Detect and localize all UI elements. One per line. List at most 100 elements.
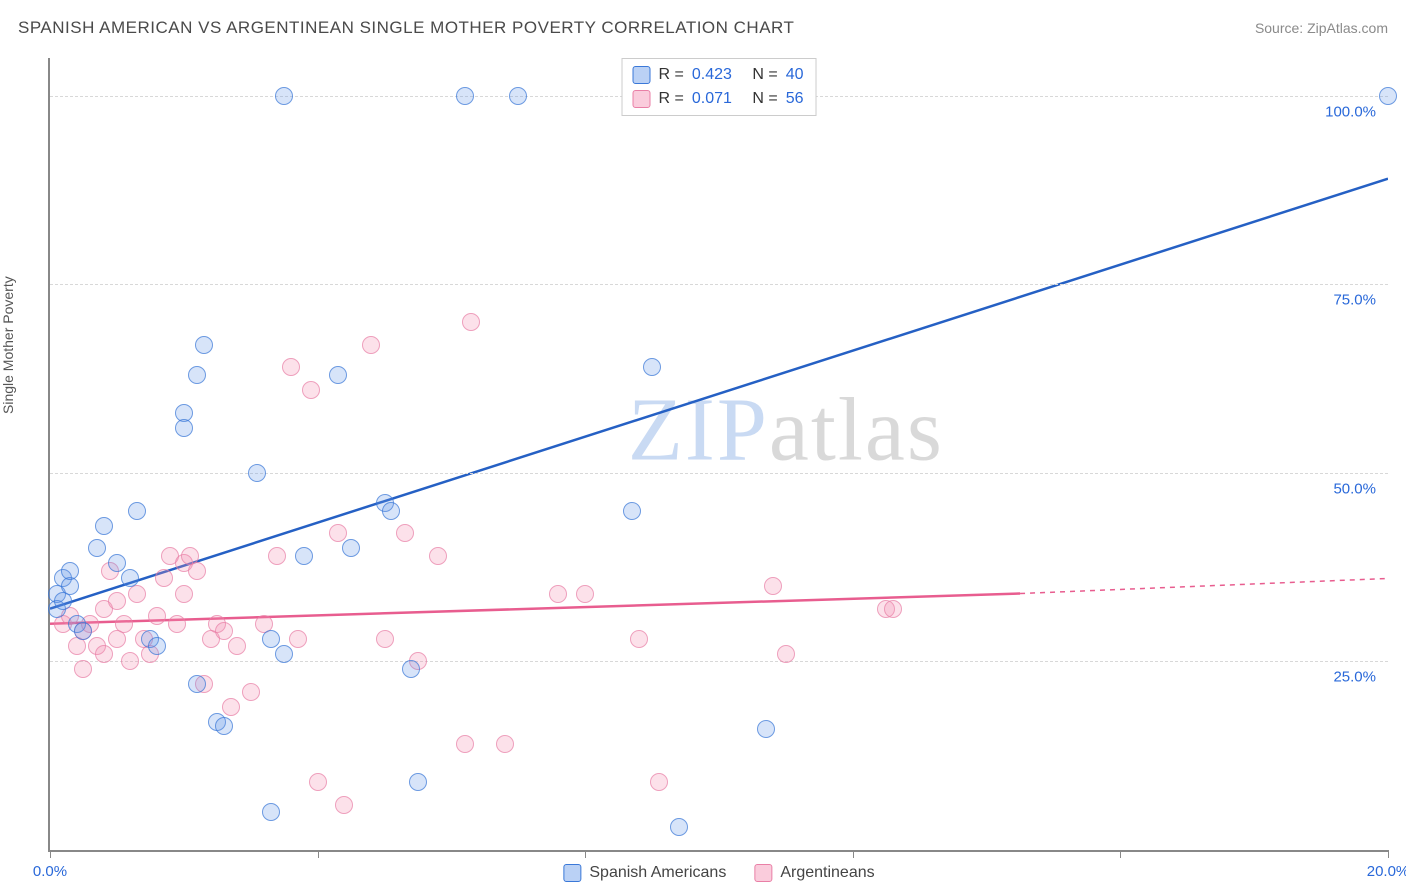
data-point-pink (549, 585, 567, 603)
data-point-pink (121, 652, 139, 670)
data-point-pink (429, 547, 447, 565)
data-point-pink (215, 622, 233, 640)
swatch-pink (754, 864, 772, 882)
watermark-atlas: atlas (769, 381, 944, 480)
data-point-blue (275, 645, 293, 663)
data-point-pink (362, 336, 380, 354)
header: SPANISH AMERICAN VS ARGENTINEAN SINGLE M… (18, 18, 1388, 38)
data-point-pink (155, 569, 173, 587)
data-point-blue (342, 539, 360, 557)
data-point-blue (215, 717, 233, 735)
data-point-pink (884, 600, 902, 618)
x-tick-label: 20.0% (1367, 863, 1406, 880)
chart-title: SPANISH AMERICAN VS ARGENTINEAN SINGLE M… (18, 18, 794, 38)
swatch-blue (563, 864, 581, 882)
r-label: R = (659, 87, 684, 111)
data-point-pink (289, 630, 307, 648)
x-tick (1388, 850, 1389, 858)
data-point-blue (275, 87, 293, 105)
data-point-blue (456, 87, 474, 105)
gridline (50, 661, 1388, 662)
swatch-blue (633, 66, 651, 84)
scatter-chart: ZIPatlas R = 0.423 N = 40 R = 0.071 N = … (48, 58, 1388, 852)
legend-row-pink: R = 0.071 N = 56 (633, 87, 804, 111)
data-point-pink (228, 637, 246, 655)
data-point-pink (335, 796, 353, 814)
legend-item-pink: Argentineans (754, 864, 874, 882)
data-point-blue (262, 630, 280, 648)
gridline (50, 284, 1388, 285)
data-point-pink (268, 547, 286, 565)
data-point-blue (95, 517, 113, 535)
data-point-blue (623, 502, 641, 520)
series-name-pink: Argentineans (780, 864, 874, 882)
r-label: R = (659, 63, 684, 87)
x-tick (318, 850, 319, 858)
data-point-pink (650, 773, 668, 791)
n-value-pink: 56 (786, 87, 804, 111)
series-legend: Spanish Americans Argentineans (563, 864, 874, 882)
x-tick-label: 0.0% (33, 863, 67, 880)
watermark-zip: ZIP (628, 381, 769, 480)
data-point-blue (61, 562, 79, 580)
watermark: ZIPatlas (628, 379, 944, 482)
data-point-pink (456, 735, 474, 753)
data-point-pink (302, 381, 320, 399)
data-point-blue (248, 464, 266, 482)
y-axis-label: Single Mother Poverty (0, 276, 16, 414)
data-point-pink (282, 358, 300, 376)
data-point-blue (382, 502, 400, 520)
data-point-blue (402, 660, 420, 678)
data-point-blue (175, 419, 193, 437)
source-attribution: Source: ZipAtlas.com (1255, 20, 1388, 36)
data-point-pink (576, 585, 594, 603)
data-point-pink (242, 683, 260, 701)
data-point-pink (630, 630, 648, 648)
data-point-blue (188, 366, 206, 384)
data-point-blue (188, 675, 206, 693)
data-point-pink (95, 645, 113, 663)
n-value-blue: 40 (786, 63, 804, 87)
data-point-pink (188, 562, 206, 580)
n-label: N = (752, 63, 777, 87)
x-tick (585, 850, 586, 858)
regression-line (50, 594, 1020, 624)
r-value-pink: 0.071 (692, 87, 732, 111)
data-point-pink (764, 577, 782, 595)
data-point-blue (1379, 87, 1397, 105)
x-tick (50, 850, 51, 858)
data-point-pink (175, 585, 193, 603)
r-value-blue: 0.423 (692, 63, 732, 87)
data-point-pink (74, 660, 92, 678)
regression-line (50, 179, 1388, 609)
data-point-blue (88, 539, 106, 557)
swatch-pink (633, 90, 651, 108)
x-tick (853, 850, 854, 858)
source-prefix: Source: (1255, 20, 1307, 36)
data-point-blue (643, 358, 661, 376)
data-point-blue (108, 554, 126, 572)
regression-lines (50, 58, 1388, 850)
n-label: N = (752, 87, 777, 111)
data-point-blue (670, 818, 688, 836)
y-tick-label: 50.0% (1333, 480, 1376, 497)
x-tick (1120, 850, 1121, 858)
y-tick-label: 100.0% (1325, 103, 1376, 120)
data-point-blue (121, 569, 139, 587)
data-point-pink (168, 615, 186, 633)
data-point-pink (309, 773, 327, 791)
data-point-blue (409, 773, 427, 791)
data-point-blue (128, 502, 146, 520)
regression-line (1020, 578, 1388, 593)
source-name: ZipAtlas.com (1307, 20, 1388, 36)
data-point-blue (295, 547, 313, 565)
data-point-pink (462, 313, 480, 331)
y-tick-label: 25.0% (1333, 669, 1376, 686)
data-point-pink (108, 592, 126, 610)
data-point-pink (222, 698, 240, 716)
data-point-pink (148, 607, 166, 625)
data-point-pink (396, 524, 414, 542)
data-point-blue (509, 87, 527, 105)
data-point-pink (329, 524, 347, 542)
legend-row-blue: R = 0.423 N = 40 (633, 63, 804, 87)
